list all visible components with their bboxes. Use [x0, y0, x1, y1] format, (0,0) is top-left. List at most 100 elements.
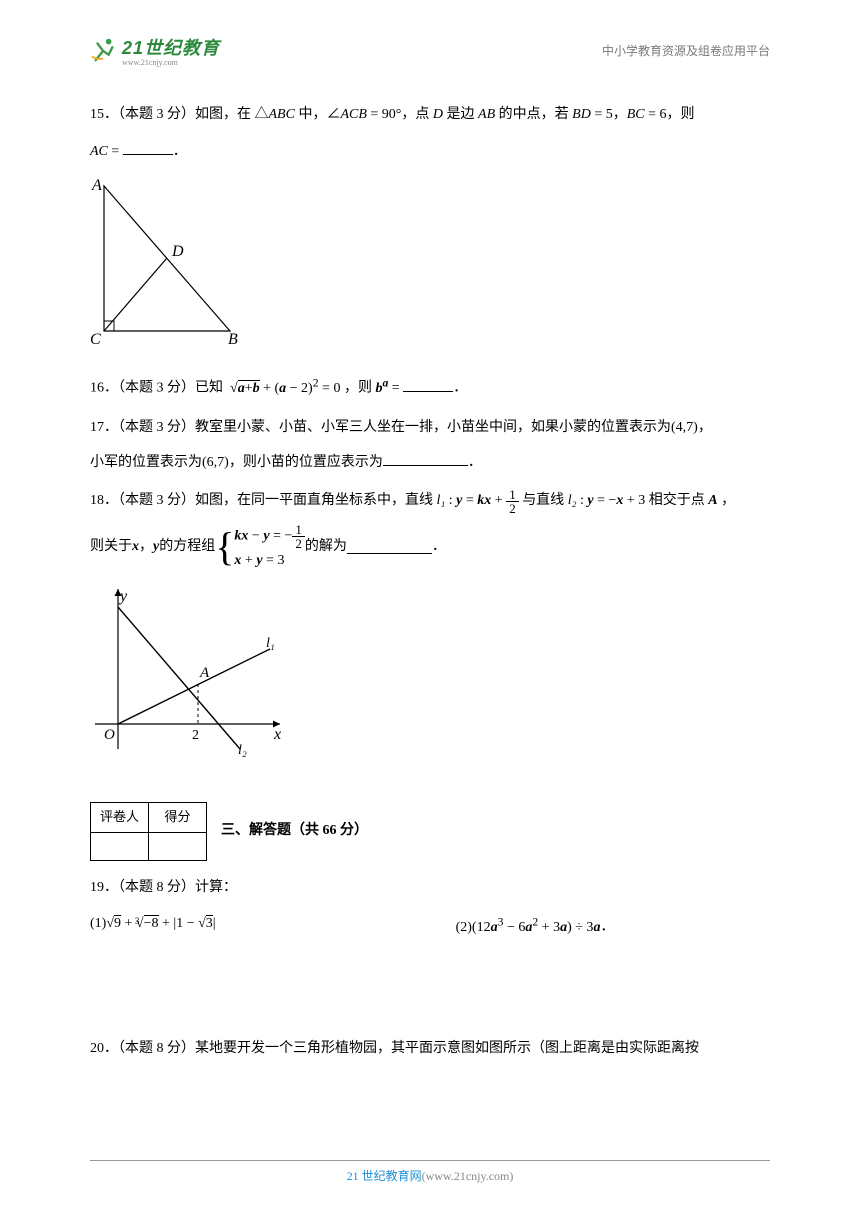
q20-num: 20．: [90, 1041, 118, 1056]
q15-BD: BD: [572, 107, 591, 122]
fig18-O: O: [104, 727, 115, 743]
q18-l1: l₁: [437, 493, 446, 508]
q15-num: 15．: [90, 107, 118, 122]
coord-figure: y x O 2 A l₁ l₂: [90, 579, 290, 759]
q15-eq5: = 5: [591, 107, 613, 122]
q18-period: ．: [432, 532, 446, 563]
q18-t2: 与直线: [519, 493, 568, 508]
q19-num: 19．: [90, 880, 118, 895]
q18-system: { kx − y = −12 x + y = 3: [215, 523, 305, 571]
scorebox: 评卷人 得分: [90, 802, 207, 861]
scorer-cell: [91, 832, 149, 860]
problem-15: 15．（本题 3 分）如图，在 △ABC 中，∠ACB = 90°，点 D 是边…: [90, 100, 770, 358]
q16-ba: ba: [375, 381, 388, 396]
q15-t4: 是边: [443, 107, 478, 122]
q15-angle: ACB: [340, 107, 366, 122]
score-cell: [149, 832, 207, 860]
q18-points: （本题 3 分）: [118, 493, 195, 508]
q19-points: （本题 8 分）: [118, 880, 195, 895]
q15-BC: BC: [627, 107, 645, 122]
q17-coord1: (4,7): [671, 420, 698, 435]
fig18-y: y: [118, 588, 128, 605]
fig18-x: x: [273, 726, 281, 743]
page-footer: 21 世纪教育网(www.21cnjy.com): [90, 1160, 770, 1184]
problem-18: 18．（本题 3 分）如图，在同一平面直角坐标系中，直线 l₁ : y = kx…: [90, 486, 770, 772]
q18-t4: ，: [718, 493, 736, 508]
logo: 21世纪教育 www.21cnjy.com: [90, 34, 220, 67]
q15-points: （本题 3 分）: [118, 107, 195, 122]
q18-c1: :: [445, 493, 456, 508]
score-label: 得分: [149, 803, 207, 833]
q18-t5: 则关于: [90, 532, 132, 563]
section-3-header: 评卷人 得分 三、解答题（共 66 分）: [90, 802, 770, 861]
q18-t7: 的方程组: [159, 532, 215, 563]
q17-period: ．: [468, 455, 482, 470]
q16-t2: ，则: [344, 381, 376, 396]
fig18-l2: l₂: [238, 743, 247, 758]
q15-eq90: = 90°: [367, 107, 402, 122]
problem-20: 20．（本题 8 分）某地要开发一个三角形植物园，其平面示意图如图所示（图上距离…: [90, 1034, 770, 1065]
q16-eq: =: [388, 381, 403, 396]
q17-t1: 教室里小蒙、小苗、小军三人坐在一排，小苗坐中间，如果小蒙的位置表示为: [195, 420, 671, 435]
section-3-title: 三、解答题（共 66 分）: [221, 816, 368, 847]
q17-t4: ，则小苗的位置应表示为: [229, 455, 383, 470]
q18-eq1: y = kx + 12: [456, 493, 519, 508]
q17-t2: ，: [698, 420, 712, 435]
triangle-figure: A C B D: [90, 176, 240, 346]
q16-blank: [403, 378, 453, 392]
q16-expr: √a+b + (a − 2)2 = 0: [227, 381, 341, 396]
q18-A: A: [708, 493, 717, 508]
q19-period: ．: [600, 920, 614, 935]
fig18-A: A: [199, 665, 210, 681]
q15-t1: 如图，在 △: [195, 107, 269, 122]
q17-coord2: (6,7): [202, 455, 229, 470]
q17-t3: 小军的位置表示为: [90, 455, 202, 470]
q18-blank: [347, 540, 432, 554]
q19-sub1: (1)√9 + 3√−8 + |1 − √3|: [90, 909, 216, 943]
figure-18: y x O 2 A l₁ l₂: [90, 579, 770, 772]
q15-AB: AB: [478, 107, 495, 122]
q15-t2: 中，∠: [295, 107, 341, 122]
q15-eq6: = 6: [645, 107, 667, 122]
q18-num: 18．: [90, 493, 118, 508]
q18-t3: 相交于点: [645, 493, 708, 508]
q18-x: x: [132, 532, 139, 563]
problem-19: 19．（本题 8 分）计算： (1)√9 + 3√−8 + |1 − √3| (…: [90, 873, 770, 944]
q15-t3: ，点: [401, 107, 433, 122]
q20-points: （本题 8 分）: [118, 1041, 195, 1056]
q16-period: ．: [453, 381, 467, 396]
fig18-2: 2: [192, 728, 199, 743]
footer-text: 21 世纪教育网: [347, 1169, 422, 1183]
footer-url: (www.21cnjy.com): [422, 1169, 514, 1183]
q15-D: D: [433, 107, 443, 122]
figure-15: A C B D: [90, 176, 770, 359]
q15-AC: AC: [90, 144, 108, 159]
fig18-l1: l₁: [266, 636, 275, 651]
q17-blank: [383, 452, 468, 466]
q20-body: 某地要开发一个三角形植物园，其平面示意图如图所示（图上距离是由实际距离按: [195, 1041, 699, 1056]
q16-t1: 已知: [195, 381, 227, 396]
fig15-D: D: [171, 243, 184, 260]
q17-num: 17．: [90, 420, 118, 435]
fig15-C: C: [90, 331, 101, 346]
fig15-B: B: [228, 331, 238, 346]
q15-period: ．: [173, 144, 187, 159]
q15-t5: 的中点，若: [495, 107, 572, 122]
problem-16: 16．（本题 3 分）已知 √a+b + (a − 2)2 = 0 ，则 ba …: [90, 370, 770, 404]
q15-comma: ，: [613, 107, 627, 122]
q17-points: （本题 3 分）: [118, 420, 195, 435]
q15-t6: ，则: [667, 107, 695, 122]
q16-num: 16．: [90, 381, 118, 396]
header-subtitle: 中小学教育资源及组卷应用平台: [602, 42, 770, 59]
content-area: 15．（本题 3 分）如图，在 △ABC 中，∠ACB = 90°，点 D 是边…: [90, 100, 770, 1073]
logo-text: 21世纪教育: [122, 34, 220, 60]
q18-t6: ，: [139, 532, 153, 563]
page-header: 21世纪教育 www.21cnjy.com 中小学教育资源及组卷应用平台: [90, 30, 770, 70]
q18-eq2: y = −x + 3: [587, 493, 645, 508]
q15-tri: ABC: [269, 107, 295, 122]
scorer-label: 评卷人: [91, 803, 149, 833]
q15-blank: [123, 141, 173, 155]
q16-points: （本题 3 分）: [118, 381, 195, 396]
fig15-A: A: [91, 177, 102, 194]
q18-t8: 的解为: [305, 532, 347, 563]
